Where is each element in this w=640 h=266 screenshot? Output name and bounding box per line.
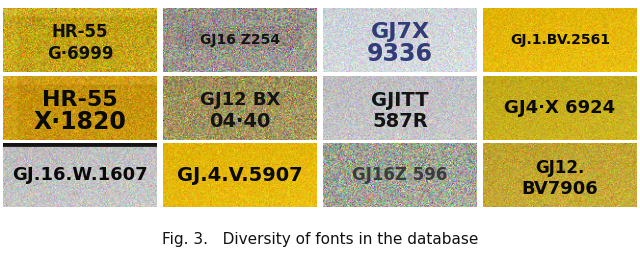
Text: GJ4·X 6924: GJ4·X 6924	[504, 99, 616, 117]
Text: GJITT: GJITT	[371, 90, 429, 110]
Text: Fig. 3.   Diversity of fonts in the database: Fig. 3. Diversity of fonts in the databa…	[162, 232, 478, 247]
Text: GJ16Z 596: GJ16Z 596	[352, 166, 447, 184]
Text: GJ12 BX: GJ12 BX	[200, 91, 280, 109]
Text: X·1820: X·1820	[34, 110, 127, 134]
Text: 04·40: 04·40	[209, 113, 271, 131]
Text: GJ7X: GJ7X	[371, 22, 429, 43]
Text: GJ12.: GJ12.	[535, 159, 584, 177]
Text: GJ.1.BV.2561: GJ.1.BV.2561	[510, 33, 610, 47]
Text: HR-55: HR-55	[52, 23, 108, 41]
Text: G·6999: G·6999	[47, 45, 113, 63]
Text: HR-55: HR-55	[42, 90, 118, 110]
Text: 587R: 587R	[372, 113, 428, 131]
Text: GJ.4.V.5907: GJ.4.V.5907	[177, 166, 303, 185]
Text: BV7906: BV7906	[522, 180, 598, 198]
Text: 9336: 9336	[367, 42, 433, 66]
Text: GJ16 Z254: GJ16 Z254	[200, 33, 280, 47]
Text: GJ.16.W.1607: GJ.16.W.1607	[12, 166, 148, 184]
